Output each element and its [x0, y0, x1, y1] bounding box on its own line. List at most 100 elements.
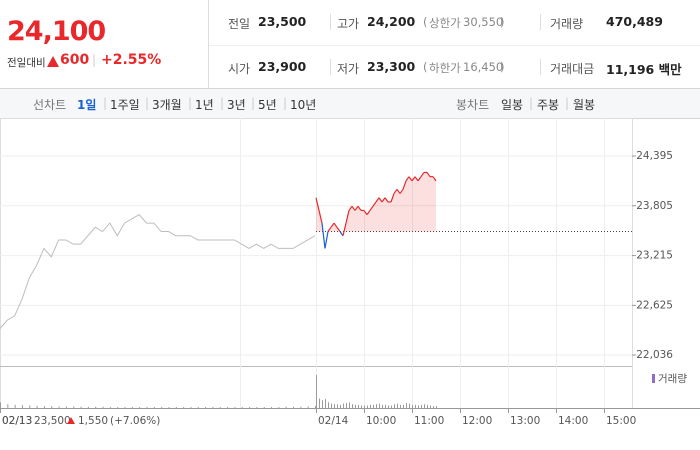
tab[interactable]: 일봉 — [501, 98, 524, 112]
price-segment — [357, 205, 362, 211]
stat-value: 23,300 — [367, 59, 416, 74]
stat-value: 23,500 — [258, 14, 307, 29]
volume-bar — [337, 404, 338, 408]
tab[interactable]: 5년 — [258, 98, 277, 112]
volume-bar — [328, 402, 329, 408]
volume-bar — [355, 404, 356, 408]
volume-bar — [168, 407, 170, 408]
price-segment — [426, 172, 431, 178]
paren: ) — [500, 15, 505, 29]
separator: | — [529, 96, 534, 110]
tab[interactable]: 10년 — [290, 98, 317, 112]
volume-bar — [205, 407, 207, 408]
stat-label: 저가 — [337, 62, 360, 76]
tab[interactable]: 월봉 — [573, 98, 596, 112]
change-rate: +2.55% — [101, 52, 162, 68]
volume-bar — [319, 398, 320, 408]
x-tick-label: 11:00 — [414, 415, 444, 427]
volume-bar — [197, 407, 199, 408]
volume-bar — [436, 406, 437, 408]
volume-bar — [65, 406, 67, 408]
volume-bar — [334, 404, 335, 408]
volume-bar — [153, 407, 155, 408]
price-segment — [402, 180, 407, 190]
volume-bar — [73, 406, 75, 408]
volume-bar — [29, 405, 31, 408]
price-segment — [378, 197, 383, 203]
volume-bar — [58, 406, 60, 408]
price-segment — [408, 176, 413, 182]
volume-bar — [21, 405, 23, 408]
price-segment — [414, 176, 419, 182]
price-segment — [354, 205, 359, 211]
price-segment — [375, 197, 380, 203]
price-segment — [411, 176, 416, 182]
stat-value: 23,900 — [258, 59, 307, 74]
volume-bar — [7, 404, 9, 408]
x-tick-label: 02/14 — [318, 415, 349, 427]
stat-value: 24,200 — [367, 14, 416, 29]
stat-label: 거래량 — [550, 17, 584, 31]
current-price: 24,100 — [7, 16, 106, 47]
separator: | — [251, 96, 256, 110]
legend-label: 거래량 — [658, 373, 687, 385]
stat-label: 전일 — [228, 17, 251, 31]
prev-day-line — [0, 214, 316, 329]
volume-bar — [406, 402, 407, 408]
separator: | — [92, 53, 97, 67]
volume-bar — [376, 404, 377, 408]
tab[interactable]: 주봉 — [537, 98, 560, 112]
volume-bar — [183, 407, 185, 408]
tab[interactable]: 3년 — [227, 98, 246, 112]
volume-bar — [415, 404, 416, 408]
price-segment — [351, 205, 356, 211]
price-segment — [366, 210, 371, 215]
volume-bar — [249, 407, 251, 408]
tab[interactable]: 1년 — [195, 98, 214, 112]
quote-header: 24,100 전일대비 600 | +2.55% 전일 23,500 고가 24,20… — [0, 0, 700, 89]
volume-bar — [325, 399, 326, 408]
price-segment — [381, 197, 386, 203]
col-divider — [330, 59, 331, 75]
volume-bar — [394, 404, 395, 408]
up-icon — [47, 56, 59, 67]
volume-bar — [102, 406, 104, 408]
change: 600 — [60, 52, 90, 68]
volume-bar — [293, 406, 295, 408]
separator: | — [220, 96, 225, 110]
price-segment — [333, 222, 338, 228]
volume-bar — [388, 405, 389, 408]
price-segment — [339, 231, 344, 237]
volume-bar — [331, 403, 332, 408]
x-tick-label: 02/13 — [2, 415, 32, 427]
y-tick-label: 24,395 — [636, 150, 673, 162]
price-segment — [324, 231, 329, 249]
volume-bar — [146, 407, 148, 408]
tab[interactable]: 1주일 — [110, 98, 140, 112]
volume-bar — [95, 406, 97, 408]
price-segment — [348, 205, 353, 211]
tab[interactable]: 3개월 — [152, 98, 182, 112]
volume-bar — [271, 407, 273, 408]
volume-bar — [346, 402, 347, 408]
volume-bar — [385, 404, 386, 408]
note-close: 23,500 — [34, 415, 71, 427]
volume-bar — [403, 404, 404, 408]
volume-bar — [80, 406, 82, 408]
volume-bar — [14, 404, 16, 408]
x-tick-label: 10:00 — [366, 415, 396, 427]
stat-label: 거래대금 — [550, 62, 595, 76]
tab[interactable]: 1일 — [77, 98, 97, 112]
stat-value: 11,196 백만 — [606, 62, 682, 77]
price-segment — [417, 176, 422, 182]
price-segment — [399, 188, 404, 194]
row-divider — [209, 45, 700, 46]
limit-value: 30,550 — [463, 15, 504, 29]
separator: | — [145, 96, 150, 110]
x-tick-label: 13:00 — [510, 415, 540, 427]
change-label: 전일대비 — [7, 57, 46, 69]
volume-bar — [349, 402, 350, 408]
col-divider — [540, 59, 541, 75]
stat-label: 시가 — [228, 62, 251, 76]
volume-bar — [409, 403, 410, 408]
